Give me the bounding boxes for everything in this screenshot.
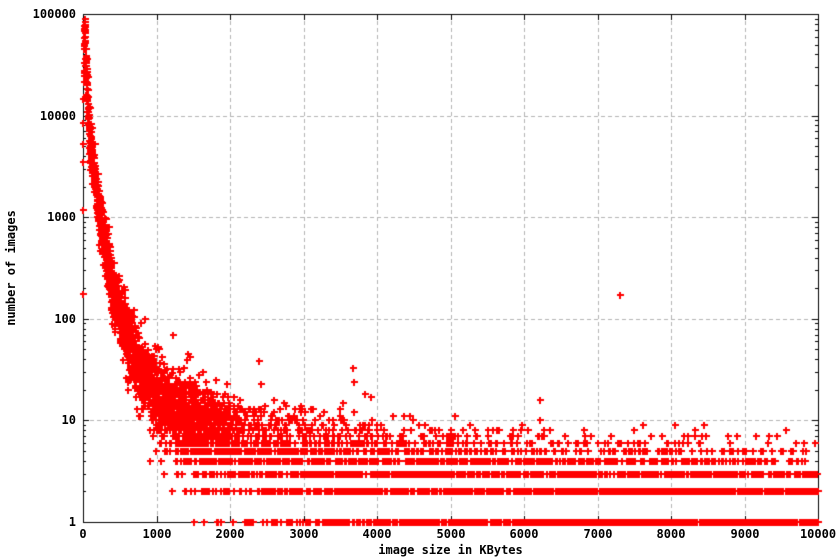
y-tick-label: 10 (61, 413, 76, 427)
x-tick-label: 0 (79, 527, 87, 541)
x-tick-label: 7000 (583, 527, 613, 541)
y-tick-label: 10000 (39, 109, 76, 123)
x-tick-label: 4000 (362, 527, 392, 541)
y-tick-label: 1 (68, 515, 76, 529)
x-tick-label: 1000 (142, 527, 172, 541)
x-tick-label: 2000 (215, 527, 245, 541)
x-axis-title: image size in KBytes (378, 543, 523, 557)
y-tick-label: 100000 (32, 7, 76, 21)
y-axis-title: number of images (4, 210, 18, 326)
x-tick-label: 8000 (656, 527, 686, 541)
x-tick-label: 10000 (799, 527, 837, 541)
x-tick-label: 3000 (289, 527, 319, 541)
x-tick-label: 9000 (730, 527, 760, 541)
y-tick-label: 1000 (47, 210, 76, 224)
x-tick-label: 6000 (509, 527, 539, 541)
x-tick-label: 5000 (436, 527, 466, 541)
y-tick-label: 100 (54, 312, 76, 326)
